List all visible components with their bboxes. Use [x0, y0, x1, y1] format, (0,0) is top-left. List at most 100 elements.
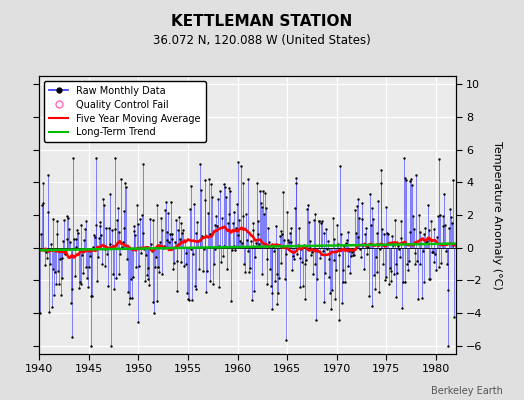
Point [451, 241, 459, 247]
Point [310, 260, 319, 267]
Point [416, 261, 424, 267]
Point [267, 283, 275, 289]
Point [408, 182, 416, 188]
Point [351, 207, 359, 214]
Point [145, 282, 154, 288]
Point [216, 188, 224, 194]
Point [90, 232, 98, 238]
Point [285, 239, 293, 245]
Point [148, 298, 157, 305]
Point [342, 240, 350, 246]
Point [80, 236, 88, 243]
Point [382, 204, 390, 210]
Point [296, 284, 304, 290]
Point [357, 253, 365, 260]
Point [187, 183, 195, 190]
Point [91, 154, 100, 161]
Point [297, 246, 305, 252]
Point [406, 178, 414, 185]
Point [244, 248, 253, 254]
Point [228, 220, 237, 226]
Point [306, 238, 314, 244]
Point [130, 222, 138, 229]
Point [263, 256, 271, 262]
Point [172, 288, 181, 294]
Point [196, 161, 205, 168]
Point [353, 196, 362, 202]
Point [350, 252, 358, 258]
Point [47, 241, 55, 247]
Point [435, 264, 443, 271]
Point [251, 254, 259, 260]
Point [445, 225, 453, 232]
Point [169, 266, 178, 272]
Point [301, 296, 310, 302]
Point [278, 231, 287, 237]
Point [87, 343, 95, 349]
Point [59, 238, 68, 244]
Point [281, 336, 290, 343]
Point [58, 275, 67, 282]
Point [266, 266, 274, 272]
Point [213, 223, 221, 230]
Point [98, 261, 106, 267]
Point [176, 236, 184, 242]
Point [60, 216, 68, 223]
Point [52, 217, 61, 224]
Point [54, 268, 62, 274]
Point [397, 235, 406, 241]
Legend: Raw Monthly Data, Quality Control Fail, Five Year Moving Average, Long-Term Tren: Raw Monthly Data, Quality Control Fail, … [44, 81, 205, 142]
Point [426, 276, 434, 282]
Point [64, 214, 72, 221]
Point [149, 217, 158, 224]
Point [71, 273, 79, 280]
Point [275, 275, 283, 281]
Point [152, 298, 161, 304]
Point [294, 225, 303, 231]
Point [376, 246, 384, 252]
Point [357, 200, 366, 206]
Point [370, 286, 379, 292]
Point [175, 213, 183, 220]
Point [258, 204, 267, 210]
Point [276, 233, 284, 239]
Point [339, 279, 347, 286]
Point [106, 191, 115, 198]
Point [239, 179, 248, 186]
Point [431, 251, 440, 257]
Point [370, 272, 378, 278]
Point [260, 210, 268, 217]
Point [226, 188, 234, 194]
Point [256, 188, 264, 195]
Point [91, 234, 99, 240]
Point [203, 268, 211, 274]
Point [311, 211, 320, 218]
Point [125, 301, 134, 308]
Point [387, 278, 396, 284]
Point [360, 266, 368, 272]
Point [410, 250, 419, 256]
Point [212, 212, 221, 219]
Point [151, 254, 160, 260]
Point [291, 174, 300, 181]
Point [406, 229, 414, 236]
Point [429, 259, 438, 266]
Point [114, 204, 122, 211]
Point [315, 218, 324, 224]
Point [300, 261, 309, 268]
Point [179, 227, 187, 234]
Point [271, 222, 280, 229]
Point [270, 248, 278, 254]
Point [118, 244, 126, 251]
Point [248, 227, 257, 233]
Point [209, 280, 217, 287]
Point [68, 286, 77, 292]
Point [177, 259, 185, 265]
Point [163, 229, 171, 236]
Point [402, 177, 410, 184]
Point [279, 189, 287, 196]
Point [103, 251, 111, 257]
Point [442, 248, 450, 254]
Point [84, 284, 92, 290]
Point [424, 227, 433, 233]
